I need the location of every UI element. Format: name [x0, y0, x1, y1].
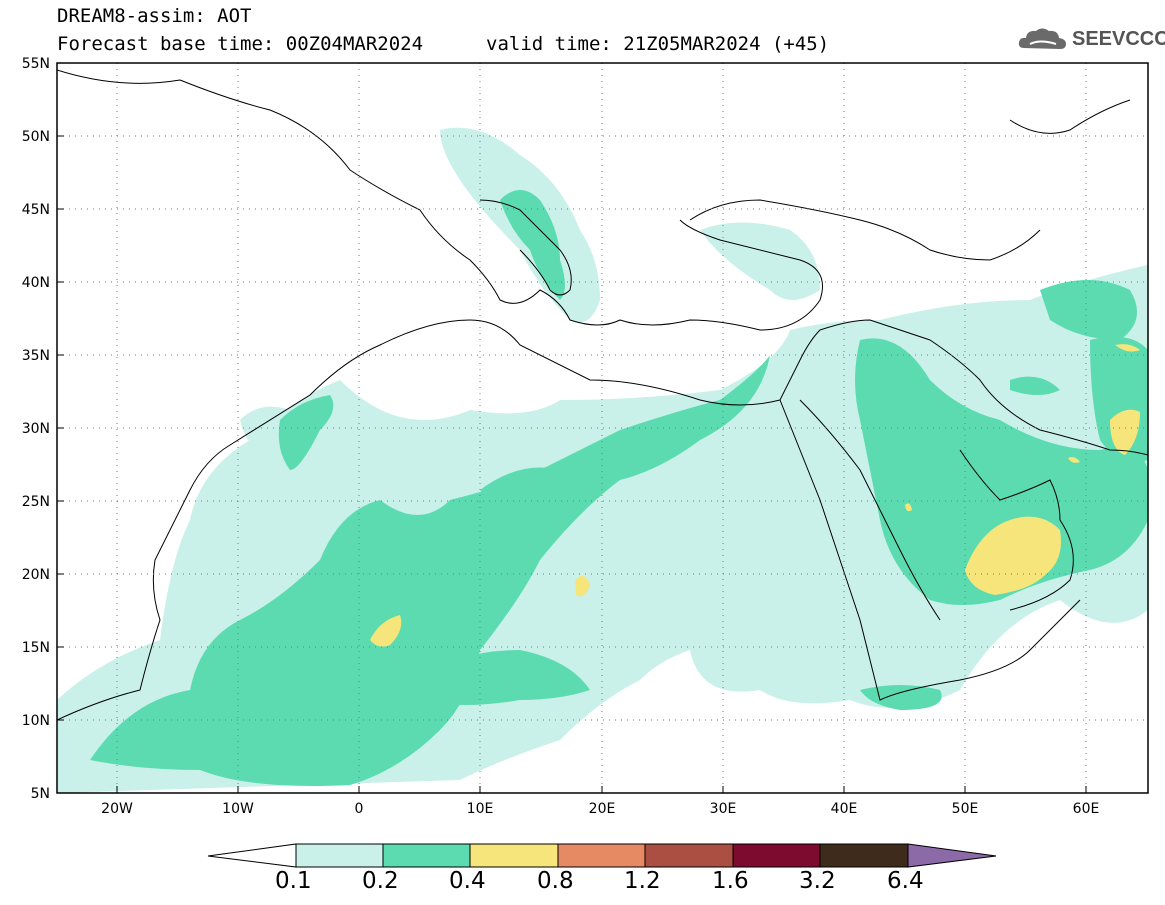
colorbar-swatch: [295, 843, 384, 868]
lat-label: 5N: [31, 786, 50, 802]
colorbar-swatch: [382, 843, 471, 868]
colorbar-high-arrow: [907, 843, 997, 868]
lat-label: 50N: [22, 129, 50, 145]
lon-label: 40E: [831, 801, 858, 817]
seevccc-logo-text: SEEVCCC: [1072, 28, 1165, 50]
colorbar-label: 3.2: [799, 868, 836, 894]
colorbar: [207, 843, 997, 868]
colorbar-label: 0.2: [362, 868, 399, 894]
seevccc-cloud-logo-icon: [1018, 28, 1066, 49]
colorbar-label: 0.8: [537, 868, 574, 894]
valid-time: valid time: 21Z05MAR2024 (+45): [486, 33, 830, 55]
aot-shading: [57, 127, 1148, 793]
lat-label: 35N: [22, 348, 50, 364]
lon-label: 0: [355, 801, 364, 817]
colorbar-label: 1.6: [712, 868, 749, 894]
colorbar-swatch: [644, 843, 734, 868]
lon-label: 50E: [952, 801, 979, 817]
map-title: DREAM8-assim: AOT: [57, 5, 252, 27]
lat-label: 55N: [22, 56, 50, 72]
colorbar-swatch: [557, 843, 646, 868]
colorbar-swatch: [469, 843, 559, 868]
lat-label: 40N: [22, 275, 50, 291]
lon-label: 30E: [710, 801, 737, 817]
lon-label: 10E: [467, 801, 494, 817]
lon-label: 10W: [222, 801, 254, 817]
aot-band-0.2-0.4: [90, 190, 1148, 786]
colorbar-swatch: [732, 843, 821, 868]
colorbar-label: 6.4: [887, 868, 924, 894]
colorbar-swatch: [819, 843, 909, 868]
lat-label: 45N: [22, 202, 50, 218]
colorbar-low-arrow: [207, 843, 297, 868]
colorbar-label: 0.4: [449, 868, 486, 894]
lat-label: 25N: [22, 494, 50, 510]
coastlines: [57, 69, 1148, 721]
colorbar-label: 0.1: [275, 868, 312, 894]
lon-label: 20W: [101, 801, 133, 817]
axis-ticks: [57, 62, 1087, 793]
longitude-labels: 20W 10W 0 10E 20E 30E 40E 50E 60E: [101, 801, 1099, 817]
aot-band-0.4-0.8: [370, 344, 1140, 647]
forecast-base-time: Forecast base time: 00Z04MAR2024: [57, 33, 424, 55]
lat-label: 20N: [22, 567, 50, 583]
lat-label: 10N: [22, 713, 50, 729]
lon-label: 60E: [1073, 801, 1100, 817]
colorbar-label: 1.2: [624, 868, 661, 894]
lat-label: 15N: [22, 640, 50, 656]
latitude-labels: 55N 50N 45N 40N 35N 30N 25N 20N 15N 10N …: [22, 56, 50, 802]
lat-label: 30N: [22, 421, 50, 437]
lon-label: 20E: [589, 801, 616, 817]
